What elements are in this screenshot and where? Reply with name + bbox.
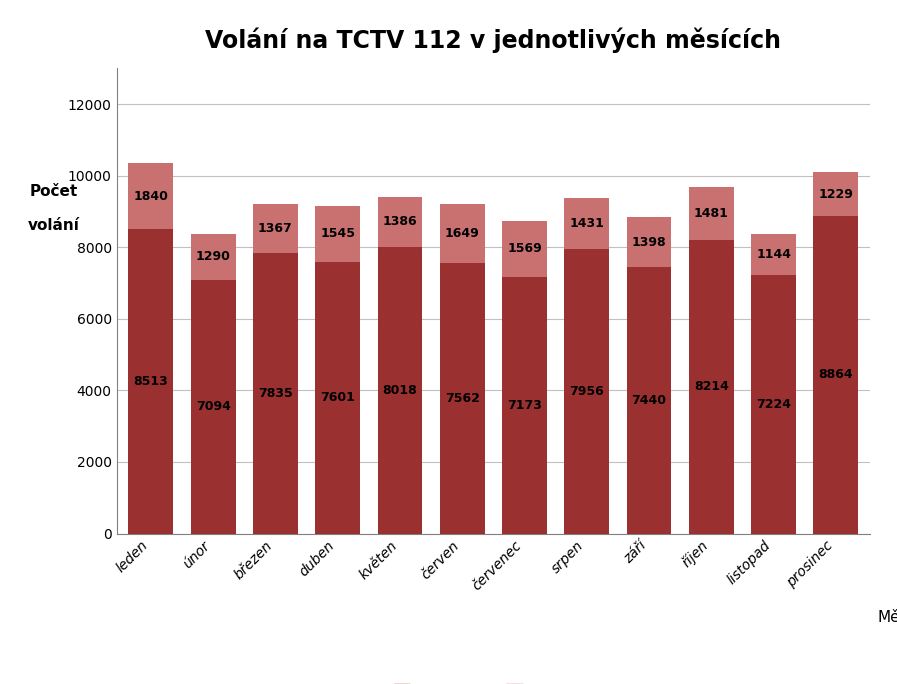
- Bar: [814, 216, 858, 534]
- Bar: [440, 204, 484, 263]
- Bar: [814, 172, 858, 216]
- Text: 1290: 1290: [196, 250, 231, 263]
- Text: Měsíc: Měsíc: [877, 609, 897, 624]
- Bar: [564, 198, 609, 249]
- Legend: linka 112, linka150: linka 112, linka150: [388, 679, 598, 684]
- Text: 7956: 7956: [570, 384, 605, 397]
- Text: 1398: 1398: [631, 236, 666, 249]
- Text: 7562: 7562: [445, 392, 480, 405]
- Text: volání: volání: [28, 218, 80, 233]
- Title: Volání na TCTV 112 v jednotlivých měsících: Volání na TCTV 112 v jednotlivých měsící…: [205, 27, 781, 53]
- Bar: [191, 233, 236, 280]
- Text: 1840: 1840: [134, 189, 169, 202]
- Text: 1431: 1431: [570, 217, 605, 230]
- Text: 1144: 1144: [756, 248, 791, 261]
- Bar: [751, 275, 796, 534]
- Text: 7224: 7224: [756, 398, 791, 411]
- Text: 8864: 8864: [819, 369, 853, 382]
- Bar: [502, 277, 547, 534]
- Text: 1229: 1229: [818, 188, 853, 201]
- Bar: [689, 187, 734, 239]
- Text: 7094: 7094: [196, 400, 231, 413]
- Text: 1649: 1649: [445, 227, 480, 240]
- Bar: [253, 253, 298, 534]
- Text: 7440: 7440: [631, 394, 666, 407]
- Text: 1545: 1545: [320, 227, 355, 241]
- Bar: [627, 267, 672, 534]
- Text: 7173: 7173: [507, 399, 542, 412]
- Bar: [128, 163, 173, 229]
- Bar: [315, 207, 360, 261]
- Text: Počet: Počet: [30, 184, 78, 199]
- Text: 1481: 1481: [694, 207, 728, 220]
- Text: 7835: 7835: [258, 387, 292, 400]
- Bar: [751, 234, 796, 275]
- Text: 7601: 7601: [320, 391, 355, 404]
- Text: 1367: 1367: [258, 222, 292, 235]
- Text: 1386: 1386: [383, 215, 417, 228]
- Text: 8214: 8214: [694, 380, 728, 393]
- Text: 8018: 8018: [382, 384, 417, 397]
- Bar: [378, 197, 422, 247]
- Text: 1569: 1569: [507, 242, 542, 255]
- Bar: [191, 280, 236, 534]
- Bar: [440, 263, 484, 534]
- Bar: [502, 221, 547, 277]
- Bar: [253, 205, 298, 253]
- Bar: [315, 261, 360, 534]
- Bar: [564, 249, 609, 534]
- Bar: [627, 218, 672, 267]
- Text: 8513: 8513: [134, 375, 169, 388]
- Bar: [378, 247, 422, 534]
- Bar: [689, 239, 734, 534]
- Bar: [128, 229, 173, 534]
